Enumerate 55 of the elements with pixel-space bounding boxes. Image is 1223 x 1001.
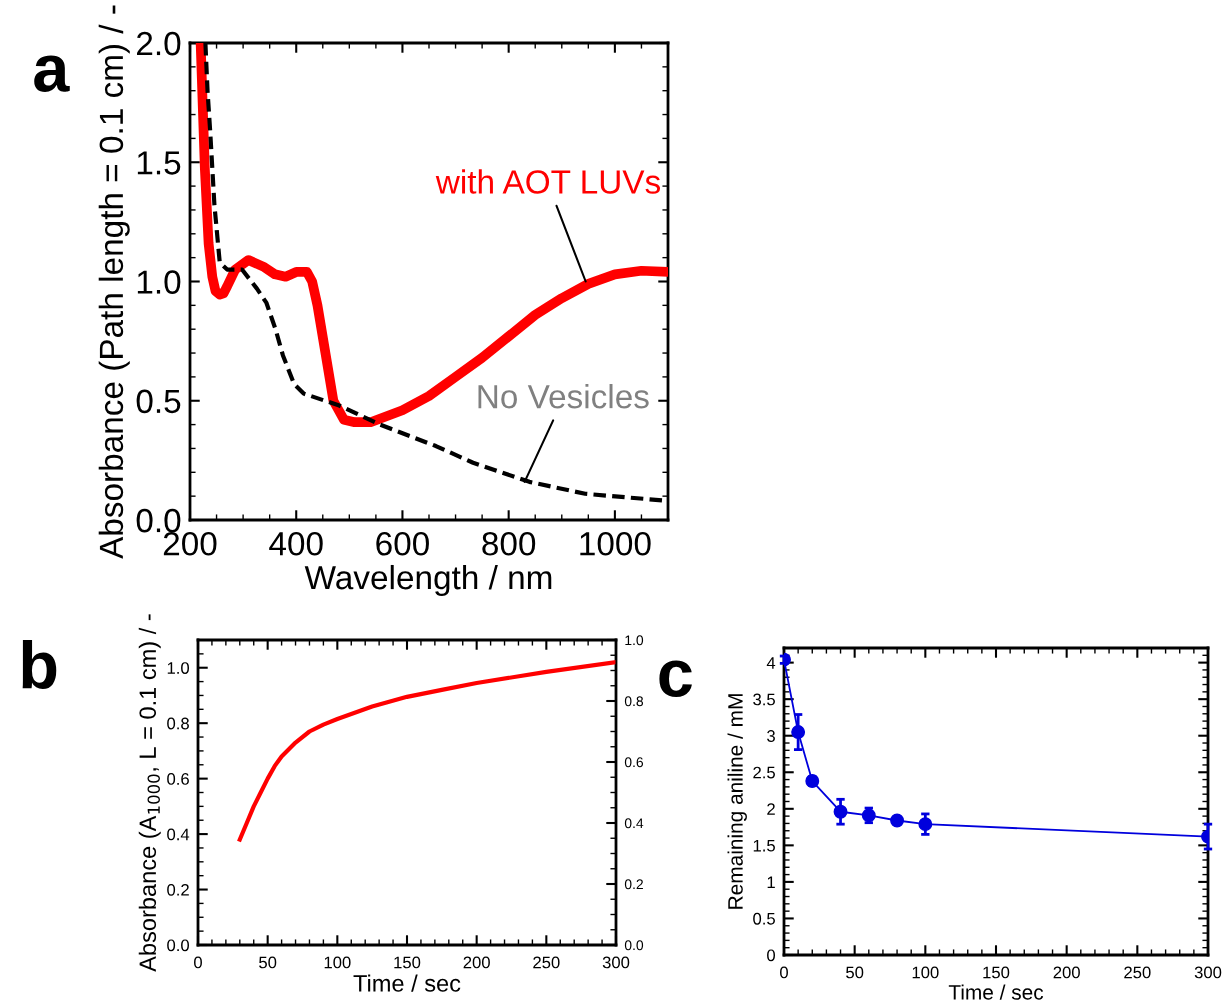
y2-tick-label: 1.0 (625, 635, 644, 646)
x-tick-label: 400 (269, 531, 323, 556)
annotation: with AOT LUVs (435, 169, 661, 194)
y2-tick-label: 0.8 (624, 696, 644, 707)
x-tick-label: 100 (324, 956, 351, 969)
x-axis-title: Time / sec (353, 974, 461, 992)
y-tick-label: 1.0 (137, 270, 181, 294)
y-tick-label: 0.0 (167, 939, 190, 952)
chart-title: c (659, 660, 692, 697)
x-tick-label: 200 (463, 956, 490, 969)
x-tick-label: 800 (482, 531, 536, 556)
y-tick-label: 1 (767, 876, 775, 888)
x-tick-label: 600 (376, 531, 429, 556)
y-axis-title: Absorbance (A$_{1000}$, L = 0.1 cm) / - (138, 614, 161, 972)
y2-tick-label: 0.0 (624, 940, 644, 951)
y-tick-label: 0.5 (136, 389, 181, 414)
y-axis-title: Remaining aniline / mM (727, 694, 747, 909)
x-tick-label: 150 (394, 956, 421, 969)
y-tick-label: 1.5 (753, 839, 775, 852)
x-tick-label: 200 (1053, 966, 1080, 979)
x-tick-label: 100 (912, 966, 939, 979)
x-tick-label: 0 (780, 966, 788, 979)
y-tick-label: 0.0 (136, 508, 181, 533)
y-tick-label: 0.4 (167, 828, 190, 841)
y-tick-label: 4 (766, 657, 776, 669)
x-axis-title: Wavelength / nm (304, 564, 552, 597)
y2-tick-label: 0.4 (624, 818, 644, 829)
x-tick-label: 0 (194, 956, 202, 969)
x-tick-label: 1000 (580, 531, 651, 556)
x-axis-title: Time / sec (948, 984, 1044, 1000)
y2-tick-label: 0.2 (624, 879, 643, 890)
y-tick-label: 1.5 (137, 151, 181, 175)
y-tick-label: 3 (767, 730, 775, 742)
x-tick-label: 50 (259, 956, 277, 969)
y-tick-label: 0.2 (167, 883, 189, 896)
chart-title: a (34, 55, 70, 92)
x-tick-label: 300 (602, 956, 630, 969)
y-tick-label: 0.6 (167, 773, 189, 785)
x-tick-label: 150 (983, 966, 1010, 979)
y-tick-label: 1.0 (167, 662, 190, 674)
x-tick-label: 50 (846, 966, 864, 979)
y-tick-label: 0.8 (167, 717, 189, 730)
annotation: No Vesicles (478, 383, 649, 409)
y-tick-label: 3.5 (753, 693, 775, 706)
x-tick-label: 300 (1194, 966, 1222, 979)
y-tick-label: 2 (767, 803, 775, 815)
x-tick-label: 250 (533, 956, 560, 969)
y-axis-title: Absorbance (Path length = 0.1 cm) / - (98, 5, 130, 559)
chart-title: b (22, 640, 57, 689)
y-tick-label: 2.5 (753, 766, 775, 779)
x-tick-label: 250 (1124, 966, 1151, 979)
x-tick-label: 200 (163, 531, 217, 556)
y-tick-label: 0.5 (753, 912, 775, 925)
y2-tick-label: 0.6 (624, 757, 644, 768)
y-tick-label: 2.0 (137, 31, 181, 56)
